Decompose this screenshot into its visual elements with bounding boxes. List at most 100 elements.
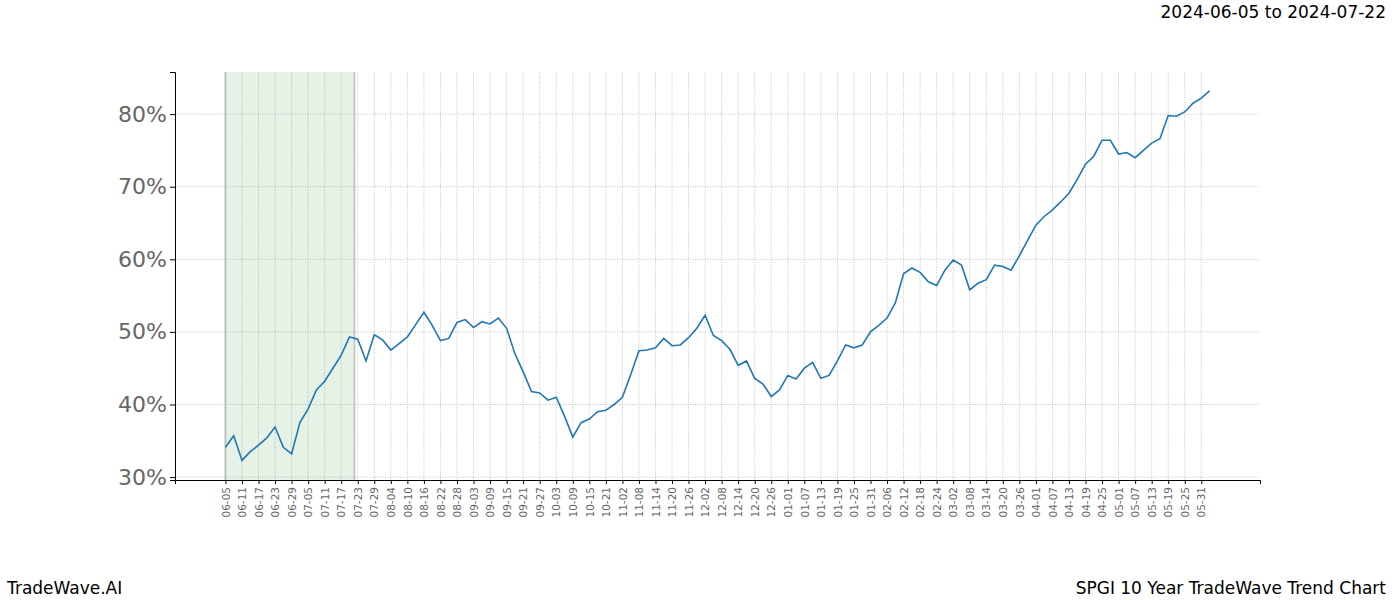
x-tick-label: 03-26 — [1014, 487, 1026, 518]
x-tick-mark — [1019, 480, 1020, 484]
grid-line-x — [969, 72, 970, 480]
grid-line-x — [1135, 72, 1136, 480]
grid-line-x — [721, 72, 722, 480]
grid-line-x — [258, 72, 259, 480]
x-tick-label: 04-07 — [1047, 487, 1059, 518]
x-tick: 10-21 — [600, 480, 612, 518]
x-tick: 03-08 — [964, 480, 976, 518]
x-tick-mark — [937, 480, 938, 484]
grid-line-x — [638, 72, 639, 480]
grid-line-x — [1201, 72, 1202, 480]
y-tick-mark — [170, 332, 175, 333]
x-tick-label: 08-10 — [402, 487, 414, 518]
x-tick-mark — [457, 480, 458, 484]
y-axis: 30%40%50%60%70%80% — [118, 73, 175, 490]
x-tick-label: 08-28 — [451, 487, 463, 518]
y-tick: 80% — [118, 102, 175, 127]
y-tick-label: 40% — [118, 392, 167, 417]
grid-line-x — [837, 72, 838, 480]
x-tick: 01-13 — [815, 480, 827, 518]
grid-line-x — [754, 72, 755, 480]
x-tick-mark — [341, 480, 342, 484]
x-tick-mark — [953, 480, 954, 484]
grid-line-y — [175, 114, 1260, 115]
grid-line-x — [1085, 72, 1086, 480]
grid-line-x — [308, 72, 309, 480]
grid-line-x — [705, 72, 706, 480]
grid-line-x — [870, 72, 871, 480]
x-tick-mark — [391, 480, 392, 484]
y-tick: 60% — [118, 247, 175, 272]
grid-line-x — [672, 72, 673, 480]
x-tick: 01-25 — [848, 480, 860, 518]
grid-line-y — [175, 331, 1260, 332]
x-tick-mark — [225, 480, 226, 484]
x-tick: 12-14 — [732, 480, 744, 518]
grid-line-x — [291, 72, 292, 480]
grid-line-x — [1035, 72, 1036, 480]
x-tick-mark — [804, 480, 805, 484]
grid-line-x — [357, 72, 358, 480]
x-tick-label: 03-08 — [964, 487, 976, 518]
x-tick-mark — [1135, 480, 1136, 484]
grid-line-x — [457, 72, 458, 480]
grid-line-x — [275, 72, 276, 480]
x-tick-label: 06-17 — [253, 487, 265, 518]
x-tick: 09-03 — [468, 480, 480, 518]
y-tick: 40% — [118, 392, 175, 417]
grid-line-x — [539, 72, 540, 480]
grid-line-x — [1068, 72, 1069, 480]
grid-line-x — [622, 72, 623, 480]
x-tick-mark — [242, 480, 243, 484]
x-tick-mark — [821, 480, 822, 484]
grid-line-x — [1102, 72, 1103, 480]
x-tick-mark — [837, 480, 838, 484]
x-tick-label: 10-21 — [600, 487, 612, 518]
grid-line-x — [490, 72, 491, 480]
x-tick-label: 07-17 — [335, 487, 347, 518]
x-tick-mark — [639, 480, 640, 484]
x-tick-mark — [589, 480, 590, 484]
x-tick: 11-20 — [666, 480, 678, 518]
x-tick: 08-16 — [418, 480, 430, 518]
x-tick-mark — [259, 480, 260, 484]
x-tick-label: 06-29 — [286, 487, 298, 518]
x-axis-line — [176, 481, 1261, 485]
x-tick-label: 03-02 — [947, 487, 959, 518]
x-tick-mark — [358, 480, 359, 484]
x-tick-mark — [689, 480, 690, 484]
x-tick-mark — [622, 480, 623, 484]
x-tick-label: 04-25 — [1096, 487, 1108, 518]
x-tick-mark — [540, 480, 541, 484]
grid-line-x — [341, 72, 342, 480]
grid-line-x — [887, 72, 888, 480]
x-tick-label: 07-23 — [352, 487, 364, 518]
highlight-group — [225, 72, 354, 480]
x-tick-mark — [1003, 480, 1004, 484]
x-tick-mark — [556, 480, 557, 484]
grid-line-y — [175, 477, 1260, 478]
x-tick-mark — [722, 480, 723, 484]
x-tick-label: 01-19 — [832, 487, 844, 518]
grid-line-x — [820, 72, 821, 480]
grid-line-x — [241, 72, 242, 480]
x-tick: 07-23 — [352, 480, 364, 518]
x-tick: 06-23 — [269, 480, 281, 518]
x-tick: 07-29 — [368, 480, 380, 518]
x-tick: 04-13 — [1063, 480, 1075, 518]
grid-line-x — [738, 72, 739, 480]
x-tick-mark — [424, 480, 425, 484]
x-tick-label: 12-02 — [699, 487, 711, 518]
grid-line-x — [1002, 72, 1003, 480]
grid-line-x — [787, 72, 788, 480]
x-tick-mark — [1052, 480, 1053, 484]
x-tick: 08-04 — [385, 480, 397, 518]
x-tick: 08-28 — [451, 480, 463, 518]
x-tick-label: 09-03 — [468, 487, 480, 518]
x-tick: 05-13 — [1146, 480, 1158, 518]
grid-line-x — [440, 72, 441, 480]
x-tick-label: 05-19 — [1162, 487, 1174, 518]
x-tick: 09-09 — [484, 480, 496, 518]
x-tick: 02-12 — [898, 480, 910, 518]
x-tick-label: 01-31 — [865, 487, 877, 518]
